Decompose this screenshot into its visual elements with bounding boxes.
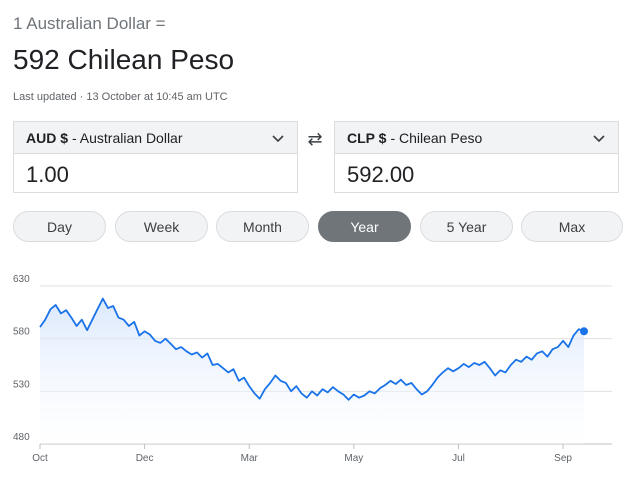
range-button-day[interactable]: Day [13, 211, 106, 242]
from-currency-code: AUD $ [26, 129, 69, 146]
range-button-year[interactable]: Year [318, 211, 411, 242]
from-amount-input[interactable]: 1.00 [26, 162, 69, 187]
x-tick-label: Sep [554, 453, 572, 464]
last-updated: Last updated · 13 October at 10:45 am UT… [13, 91, 228, 103]
x-tick-label: Dec [136, 453, 154, 464]
chevron-down-icon [272, 135, 284, 143]
x-tick-label: Mar [241, 453, 259, 464]
series-area [40, 298, 584, 444]
rate-title: 592 Chilean Peso [13, 44, 235, 75]
range-button-5-year[interactable]: 5 Year [420, 211, 513, 242]
to-currency-name: - Chilean Peso [390, 129, 483, 146]
range-button-week[interactable]: Week [115, 211, 208, 242]
current-value-point [580, 327, 588, 336]
rate-subtitle: 1 Australian Dollar = [13, 14, 166, 33]
range-button-max[interactable]: Max [521, 211, 623, 242]
y-tick-label: 480 [13, 432, 30, 443]
chevron-down-icon [593, 135, 605, 143]
range-button-month[interactable]: Month [216, 211, 309, 242]
to-currency-select[interactable]: CLP $ - Chilean Peso [335, 122, 618, 154]
to-currency-code: CLP $ [347, 129, 387, 146]
x-tick-label: Jul [452, 453, 465, 464]
to-amount-input[interactable]: 592.00 [347, 162, 415, 187]
y-tick-label: 530 [13, 379, 30, 390]
x-tick-label: Oct [32, 453, 48, 464]
y-tick-label: 630 [13, 274, 30, 285]
from-currency-select[interactable]: AUD $ - Australian Dollar [14, 122, 297, 154]
to-currency-card: CLP $ - Chilean Peso 592.00 [334, 121, 619, 193]
from-currency-card: AUD $ - Australian Dollar 1.00 [13, 121, 298, 193]
y-tick-label: 580 [13, 327, 30, 338]
from-currency-name: - Australian Dollar [72, 129, 183, 146]
swap-icon[interactable]: ⇄ [307, 129, 323, 149]
x-tick-label: May [344, 453, 363, 464]
series-line [39, 297, 585, 401]
